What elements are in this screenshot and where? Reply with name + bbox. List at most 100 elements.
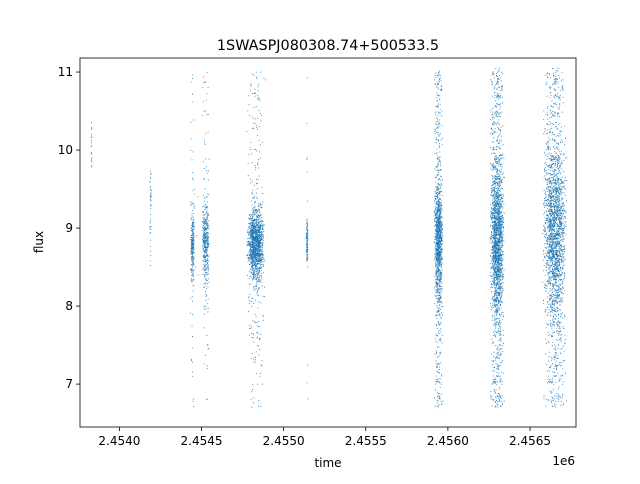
chart-title: 1SWASPJ080308.74+500533.5: [217, 38, 439, 54]
data-point: [256, 183, 258, 185]
data-point: [251, 231, 253, 233]
data-point: [256, 283, 258, 285]
data-point: [434, 236, 436, 238]
data-point: [259, 144, 261, 146]
data-point: [436, 279, 438, 281]
data-point: [251, 263, 253, 265]
data-point: [503, 218, 505, 220]
data-point: [436, 242, 438, 244]
data-point: [434, 353, 436, 355]
data-point: [250, 254, 253, 256]
data-point: [440, 374, 443, 376]
data-point: [441, 342, 443, 344]
data-point: [258, 263, 261, 265]
data-point: [258, 223, 260, 225]
data-point: [191, 347, 193, 349]
data-point: [439, 281, 441, 283]
data-point: [249, 243, 251, 245]
data-point: [192, 249, 194, 251]
data-point: [498, 165, 500, 167]
data-point: [206, 215, 208, 217]
data-point: [190, 269, 192, 271]
data-point: [436, 237, 438, 239]
data-point: [192, 151, 194, 153]
data-point: [489, 240, 491, 242]
data-point: [500, 168, 502, 170]
data-point: [493, 342, 495, 344]
data-point: [208, 194, 210, 196]
data-point: [495, 122, 497, 124]
data-point: [435, 264, 437, 266]
data-point: [192, 210, 194, 212]
data-point: [203, 178, 205, 181]
data-point: [438, 404, 440, 406]
data-point: [192, 284, 194, 286]
data-point: [256, 208, 258, 211]
data-point: [258, 405, 260, 407]
data-point: [436, 97, 438, 99]
data-point: [437, 284, 439, 286]
data-point: [250, 221, 252, 223]
data-point: [207, 201, 209, 203]
data-point: [249, 275, 251, 277]
data-point: [190, 251, 192, 253]
data-point: [203, 82, 205, 84]
data-point: [435, 291, 437, 293]
data-point: [253, 214, 255, 216]
data-point: [248, 254, 250, 256]
data-point: [434, 254, 436, 256]
data-point: [306, 260, 308, 262]
data-point: [503, 240, 505, 243]
data-point: [434, 79, 436, 81]
data-point: [195, 266, 197, 268]
data-point: [503, 195, 505, 197]
data-point: [563, 360, 566, 362]
data-point: [492, 167, 494, 169]
data-point: [500, 141, 502, 143]
data-point: [433, 211, 435, 213]
data-point: [255, 313, 257, 315]
data-point: [438, 397, 441, 399]
data-point: [257, 225, 259, 227]
data-point: [190, 248, 192, 250]
data-point: [258, 139, 260, 141]
data-point: [253, 209, 255, 211]
data-point: [258, 244, 261, 246]
data-point: [434, 225, 436, 227]
data-point: [490, 391, 492, 393]
data-point: [254, 321, 256, 324]
data-point: [440, 180, 442, 182]
data-point: [203, 327, 205, 329]
data-point: [261, 250, 263, 252]
data-point: [260, 279, 262, 281]
data-point: [260, 364, 263, 366]
data-point: [438, 202, 440, 204]
data-point: [439, 382, 441, 384]
data-point: [438, 135, 440, 137]
data-point: [438, 157, 440, 159]
data-point: [254, 231, 256, 233]
data-point: [205, 299, 207, 302]
data-point: [253, 255, 255, 257]
data-point: [498, 86, 500, 89]
data-point: [490, 309, 493, 311]
data-point: [490, 162, 492, 164]
data-point: [192, 274, 194, 276]
data-point: [440, 328, 442, 330]
data-point: [205, 259, 207, 261]
data-point: [254, 222, 256, 224]
data-point: [203, 218, 205, 220]
data-point: [496, 184, 498, 186]
data-point: [149, 207, 152, 209]
data-point: [438, 258, 440, 260]
data-point: [251, 180, 253, 182]
data-point: [441, 288, 443, 290]
data-point: [495, 322, 497, 324]
data-point: [435, 278, 437, 280]
data-point: [435, 196, 437, 198]
data-point: [206, 241, 208, 243]
data-point: [259, 113, 261, 115]
data-point: [192, 232, 194, 234]
data-point: [193, 226, 195, 229]
data-point: [253, 202, 256, 204]
